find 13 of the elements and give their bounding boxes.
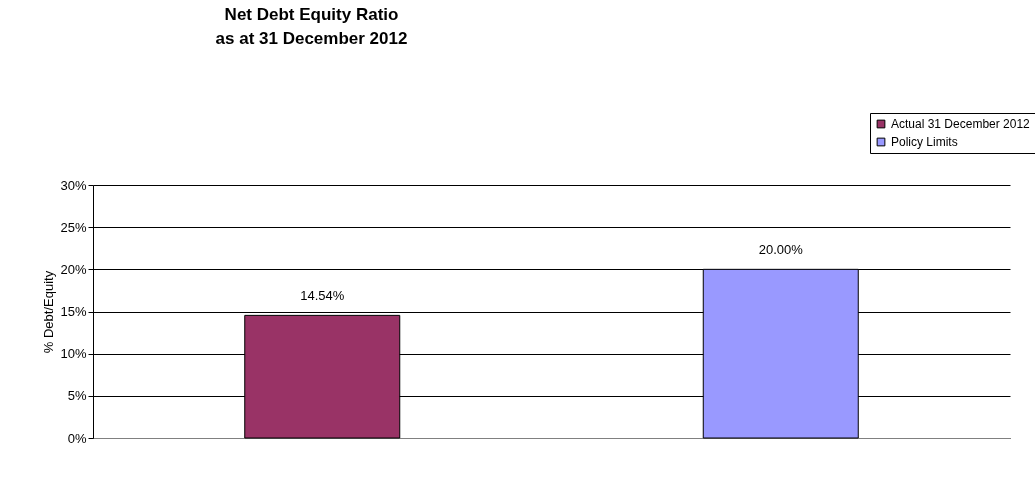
y-axis-title: % Debt/Equity (41, 270, 57, 354)
legend-label: Policy Limits (891, 135, 958, 149)
y-tick-label: 5% (67, 388, 87, 404)
y-tick-label: 30% (60, 177, 87, 193)
y-tick-label: 20% (60, 261, 87, 277)
chart-title: Net Debt Equity Ratio as at 31 December 2012 (215, 4, 408, 48)
y-tick-label: 25% (60, 219, 87, 235)
y-tick-label: 0% (67, 430, 87, 446)
y-tick-label: 10% (60, 346, 87, 362)
data-label: 20.00% (758, 242, 804, 258)
legend-label: Actual 31 December 2012 (891, 117, 1031, 131)
data-label: 14.54% (300, 288, 345, 304)
y-tick-label: 15% (60, 304, 87, 319)
